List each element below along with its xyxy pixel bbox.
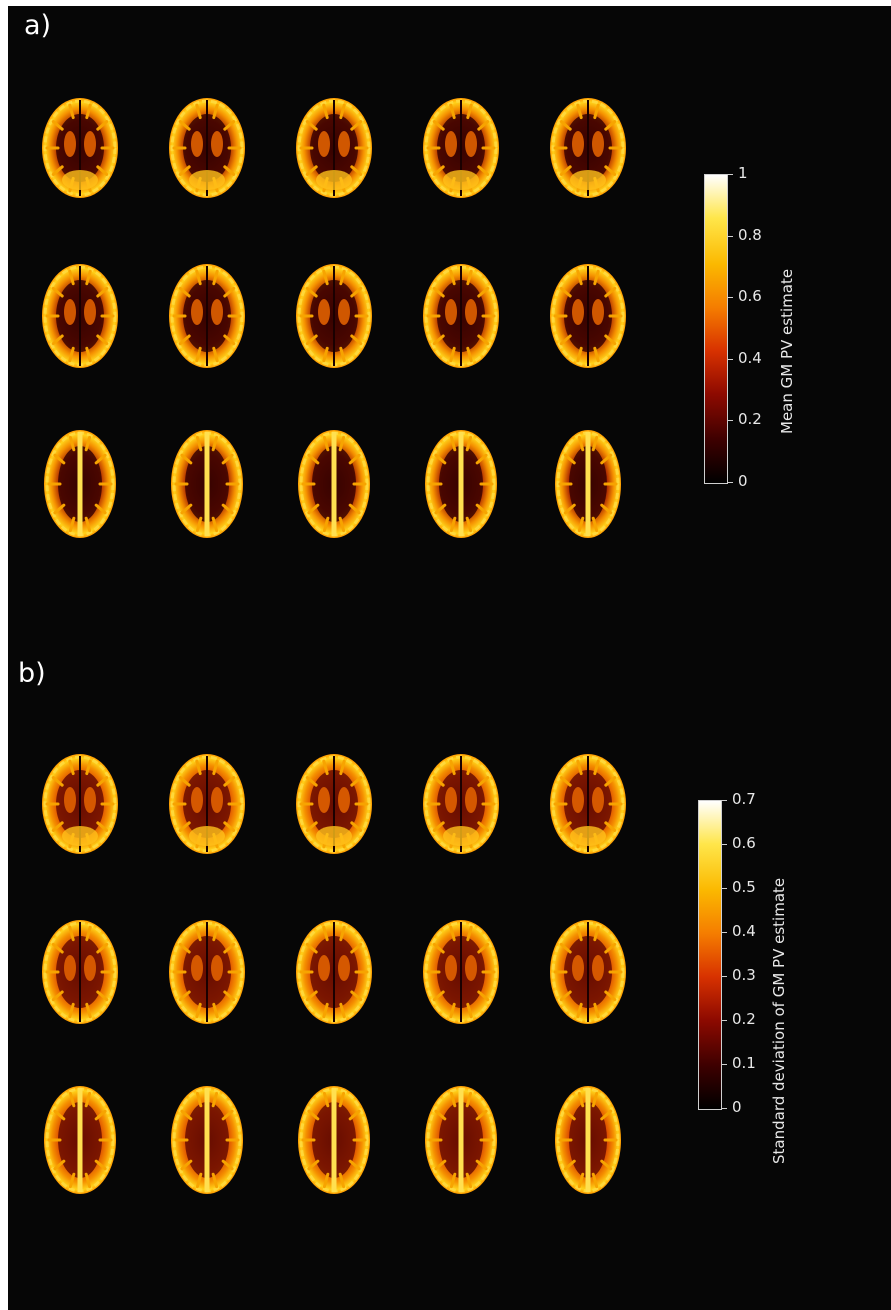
panel-a-label: a) [24,10,52,41]
colorbar-tick-mark [728,358,733,360]
brain-slice [423,98,499,198]
colorbar-tick-mark [728,174,733,175]
brain-slice [425,1086,497,1194]
brain-slice [44,1086,116,1194]
brain-slice [42,264,118,368]
brain-slice [169,264,245,368]
colorbar-tick-label: 0.8 [738,225,762,244]
brain-slice [550,98,626,198]
colorbar-tick-label: 0.2 [732,1010,756,1028]
colorbar-tick-mark [728,235,733,237]
brain-slice [296,920,372,1024]
brain-slice [42,754,118,854]
brain-slice [423,264,499,368]
brain-slice [296,264,372,368]
brain-slice [423,920,499,1024]
brain-slice [42,920,118,1024]
brain-slice [550,920,626,1024]
brain-slice [169,754,245,854]
brain-slice [555,1086,621,1194]
brain-slice [169,98,245,198]
colorbar-tick-label: 0.6 [732,834,756,852]
brain-slice [555,430,621,538]
colorbar-tick-mark [722,844,727,845]
panel-b-slice-grid [42,754,626,1194]
brain-slice [298,430,370,538]
panel-a-colorbar [704,174,728,484]
colorbar-tick-mark [722,800,727,801]
brain-slice [44,430,116,538]
colorbar-tick-mark [728,420,733,422]
colorbar-tick-label: 0.3 [732,966,756,984]
brain-slice [169,920,245,1024]
colorbar-tick-label: 0.7 [732,790,756,808]
colorbar-tick-mark [722,1108,727,1109]
brain-slice [298,1086,370,1194]
figure: a) 0 0.2 0.4 0.6 0.8 1 Mean GM PV estimate b)… [8,6,891,1310]
panel-b-colorbar [698,800,722,1110]
brain-slice [42,98,118,198]
colorbar-tick-label: 0.6 [738,287,762,306]
colorbar-tick-mark [722,888,727,889]
panel-b-colorbar-title: Standard deviation of GM PV estimate [770,877,788,1164]
brain-slice [296,98,372,198]
colorbar-tick-label: 0.4 [732,922,756,940]
colorbar-tick-mark [722,1020,727,1021]
brain-slice [171,430,243,538]
colorbar-tick-mark [728,482,733,483]
panel-a-colorbar-title: Mean GM PV estimate [778,268,796,434]
colorbar-tick-mark [722,932,727,933]
colorbar-tick-label: 0.4 [738,348,762,367]
colorbar-tick-label: 0.2 [738,410,762,429]
colorbar-tick-label: 0 [732,1098,742,1116]
colorbar-tick-label: 1 [738,164,748,182]
brain-slice [550,264,626,368]
colorbar-tick-mark [728,297,733,299]
colorbar-tick-mark [722,1064,727,1065]
brain-slice [425,430,497,538]
brain-slice [171,1086,243,1194]
panel-b-label: b) [18,658,46,689]
colorbar-tick-mark [722,976,727,977]
colorbar-tick-label: 0.5 [732,878,756,896]
brain-slice [550,754,626,854]
brain-slice [423,754,499,854]
brain-slice [296,754,372,854]
colorbar-tick-label: 0.1 [732,1054,756,1072]
colorbar-tick-label: 0 [738,472,748,490]
panel-a-slice-grid [42,98,626,538]
